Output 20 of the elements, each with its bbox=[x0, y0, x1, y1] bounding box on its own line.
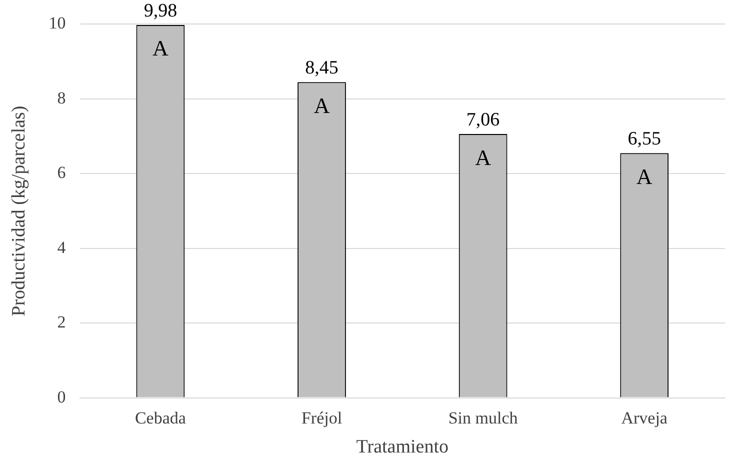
y-tick-label: 10 bbox=[48, 14, 66, 33]
data-label: 8,45 bbox=[305, 58, 338, 79]
annotation: A bbox=[314, 92, 330, 118]
y-tick-label: 0 bbox=[57, 387, 66, 406]
x-tick-label: Sin mulch bbox=[448, 408, 518, 428]
x-axis-title: Tratamiento bbox=[356, 436, 448, 458]
x-tick-label: Fréjol bbox=[301, 408, 342, 428]
data-label: 7,06 bbox=[466, 110, 500, 131]
y-tick-label: 2 bbox=[57, 312, 66, 332]
annotation: A bbox=[152, 36, 169, 61]
x-tick-label: Cebada bbox=[134, 408, 186, 428]
y-tick-label: 6 bbox=[57, 163, 66, 182]
y-axis-title: Productividad (kg/parcelas) bbox=[8, 106, 30, 316]
data-label: 6,55 bbox=[628, 128, 661, 150]
y-tick-label: 8 bbox=[57, 88, 66, 108]
data-label: 9,98 bbox=[144, 0, 178, 22]
annotation: A bbox=[475, 144, 492, 170]
y-tick-label: 4 bbox=[57, 238, 66, 257]
annotation: A bbox=[636, 164, 652, 189]
x-tick-label: Arveja bbox=[621, 408, 668, 428]
